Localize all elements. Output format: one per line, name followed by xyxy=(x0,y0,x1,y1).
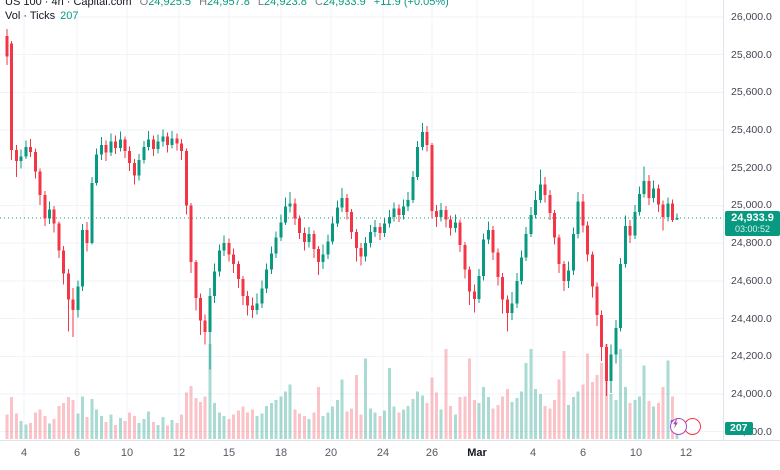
price-tick-label: 24,400.0 xyxy=(731,312,772,325)
volume-legend-value: 207 xyxy=(60,10,79,22)
ohlc-open-value: 24,925.5 xyxy=(148,0,192,8)
price-tick-label: 24,000.0 xyxy=(731,388,772,400)
price-tick-label: 24,600.0 xyxy=(731,274,772,287)
time-tick-label: 18 xyxy=(274,447,288,459)
volume-badge: 207 xyxy=(725,422,753,436)
price-tick-label: 25,800.0 xyxy=(731,48,772,61)
ohlc-close-value: 24,933.9 xyxy=(322,0,366,8)
ohlc-open-key: O xyxy=(139,0,149,8)
time-tick-label: 4 xyxy=(529,447,537,459)
chart-canvas[interactable] xyxy=(0,0,723,440)
time-tick-label: Mar xyxy=(467,447,487,459)
price-axis[interactable]: 24,933.9 03:00:52 207 26,000.0 25,800.0 25… xyxy=(723,0,780,440)
volume-legend-label[interactable]: Vol · Ticks xyxy=(5,10,56,22)
ohlc-high-key: H xyxy=(199,0,208,8)
time-tick-label: 12 xyxy=(679,447,693,459)
time-tick-label: 12 xyxy=(172,447,186,459)
ohlc-high-value: 24,957.8 xyxy=(207,0,250,8)
event-markers xyxy=(670,418,701,435)
time-tick-label: 15 xyxy=(222,447,236,459)
symbol-legend-row[interactable]: US 100 · 4h · Capital.com O24,925.5 H24,… xyxy=(5,0,449,8)
ohlc-low-key: L xyxy=(257,0,265,8)
time-tick-label: 10 xyxy=(120,447,134,459)
last-price-value: 24,933.9 xyxy=(731,211,774,224)
ohlc-low-value: 24,923.8 xyxy=(264,0,307,8)
chart-legend: US 100 · 4h · Capital.com O24,925.5 H24,… xyxy=(5,0,449,22)
ohlc-close-key: C xyxy=(314,0,323,8)
time-axis[interactable]: 4 6 10 12 15 18 20 24 26 Mar 4 6 10 12 xyxy=(0,440,780,470)
time-tick-label: 26 xyxy=(425,447,439,459)
time-tick-label: 6 xyxy=(73,447,81,459)
time-tick-label: 6 xyxy=(579,447,587,459)
price-change-value: +11.9 (+0.05%) xyxy=(373,0,449,8)
price-tick-label: 25,200.0 xyxy=(731,161,772,174)
time-tick-label: 24 xyxy=(376,447,390,459)
symbol-title[interactable]: US 100 · 4h · Capital.com xyxy=(5,0,132,8)
price-tick-label: 24,800.0 xyxy=(731,237,772,250)
volume-legend-row[interactable]: Vol · Ticks 207 xyxy=(5,10,449,22)
last-price-badge: 24,933.9 03:00:52 xyxy=(725,210,780,236)
time-tick-label: 20 xyxy=(324,447,338,459)
chart-pane[interactable]: US 100 · 4h · Capital.com O24,925.5 H24,… xyxy=(0,0,723,440)
time-tick-label: 10 xyxy=(629,447,643,459)
volatility-lightning-icon[interactable] xyxy=(670,418,687,435)
price-tick-label: 25,400.0 xyxy=(731,124,772,137)
price-tick-label: 26,000.0 xyxy=(731,10,772,23)
price-tick-label: 25,000.0 xyxy=(731,199,772,212)
price-tick-label: 24,200.0 xyxy=(731,350,772,363)
price-tick-label: 25,600.0 xyxy=(731,86,772,99)
time-tick-label: 4 xyxy=(20,447,28,459)
bar-countdown: 03:00:52 xyxy=(734,223,771,234)
